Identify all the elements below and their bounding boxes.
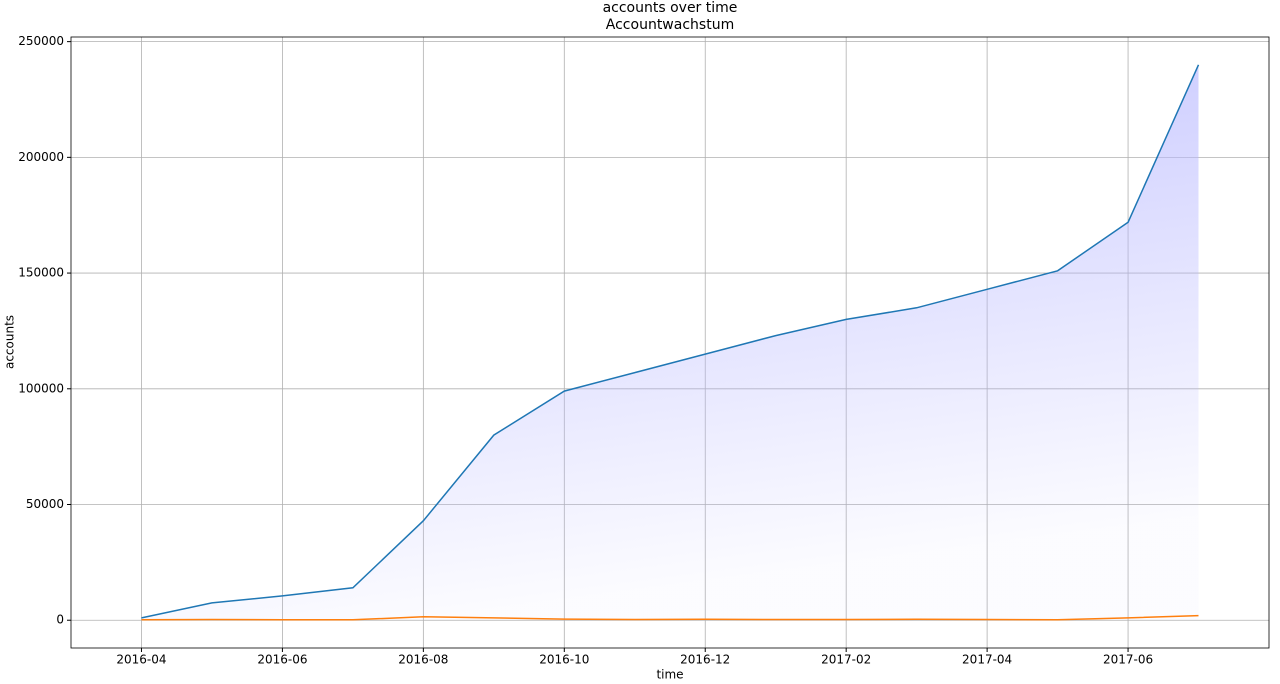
x-axis-label: time — [656, 668, 683, 682]
x-tick-label: 2016-08 — [398, 653, 448, 667]
y-tick-label: 150000 — [18, 266, 64, 280]
x-tick-label: 2016-04 — [116, 653, 166, 667]
y-tick-label: 200000 — [18, 150, 64, 164]
series-line — [141, 64, 1200, 619]
chart-subtitle: Accountwachstum — [606, 17, 734, 33]
x-tick-label: 2016-10 — [539, 653, 589, 667]
x-tick-label: 2017-04 — [962, 653, 1012, 667]
y-tick-label: 250000 — [18, 34, 64, 48]
chart-title: accounts over time — [603, 0, 738, 16]
x-tick-label: 2017-02 — [821, 653, 871, 667]
y-tick-label: 0 — [56, 613, 64, 627]
series-line — [141, 614, 1199, 621]
x-tick-label: 2017-06 — [1103, 653, 1153, 667]
area-fill — [141, 64, 1199, 621]
y-axis-label: accounts — [3, 315, 17, 369]
x-tick-label: 2016-06 — [257, 653, 307, 667]
y-tick-label: 100000 — [18, 381, 64, 395]
y-tick-label: 50000 — [26, 497, 64, 511]
plot-frame — [70, 36, 1270, 649]
x-tick-label: 2016-12 — [680, 653, 730, 667]
